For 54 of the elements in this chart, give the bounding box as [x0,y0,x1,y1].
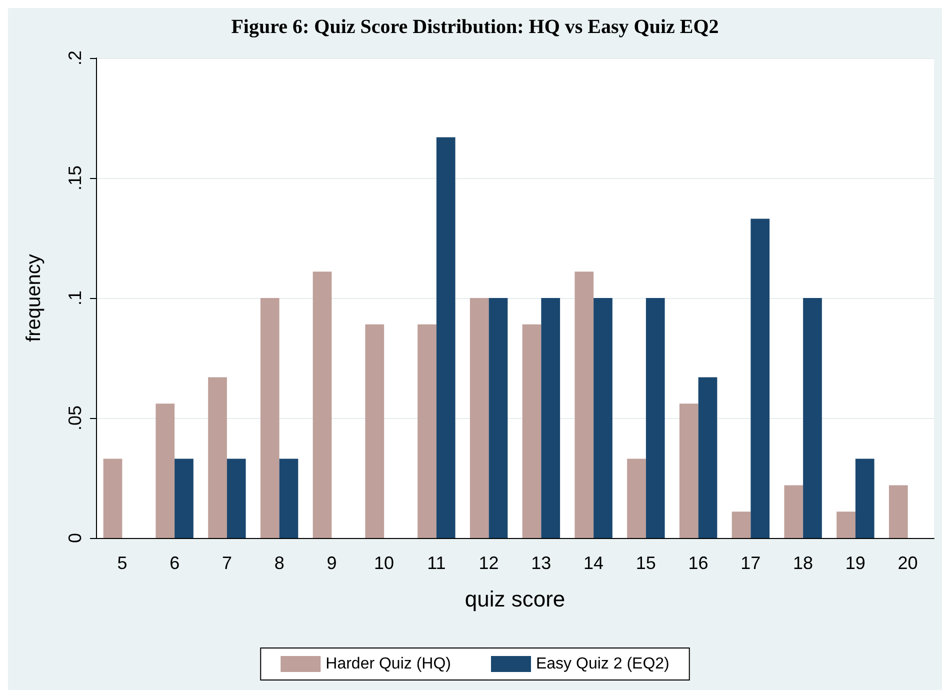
legend-label: Harder Quiz (HQ) [326,656,451,672]
x-tick-label: 8 [274,553,284,573]
y-tick-label: 0 [65,532,85,544]
legend-label: Easy Quiz 2 (EQ2) [536,656,670,672]
y-tick-label: .1 [65,290,85,306]
x-axis-title: quiz score [464,586,566,612]
bar [156,404,175,538]
bar [418,324,436,538]
bar [574,272,594,538]
bar [226,458,246,538]
x-tick-label: 5 [117,553,128,573]
bar [541,298,560,538]
x-tick-label: 18 [793,553,814,573]
bar [646,298,665,538]
y-tick-label: .2 [65,50,85,66]
x-tick-label: 14 [584,553,604,573]
bar [627,458,646,538]
x-tick-label: 20 [898,553,918,573]
bar [522,324,542,538]
bar [174,458,194,538]
bar [470,298,489,538]
bar [365,324,384,538]
chart-title: Figure 6: Quiz Score Distribution: HQ vs Easy Quiz EQ2 [231,16,719,38]
bar [594,298,612,538]
x-tick-label: 9 [326,553,337,573]
bar [488,298,508,538]
y-axis-title: frequency [23,254,45,342]
x-tick-label: 15 [636,553,656,573]
bar [208,377,227,538]
bar [103,458,122,538]
x-tick-label: 13 [531,553,552,573]
y-tick-label: .05 [65,405,85,431]
bar [750,218,770,538]
x-tick-label: 12 [478,553,499,573]
bar [836,512,856,538]
bar [803,298,822,538]
x-tick-label: 7 [222,553,232,573]
bar [888,485,908,538]
y-tick-label: .15 [65,165,85,191]
bar [312,272,332,538]
bar [436,137,456,538]
bar [679,404,698,538]
bar [260,298,280,538]
x-tick-label: 19 [845,553,866,573]
x-tick-label: 16 [688,553,708,573]
x-tick-label: 6 [170,553,180,573]
bar [855,458,874,538]
x-tick-label: 10 [374,553,394,573]
bar [698,377,718,538]
bar [784,485,804,538]
x-tick-label: 11 [427,553,446,573]
x-tick-label: 17 [740,553,761,573]
bar [279,458,298,538]
bar [732,512,751,538]
